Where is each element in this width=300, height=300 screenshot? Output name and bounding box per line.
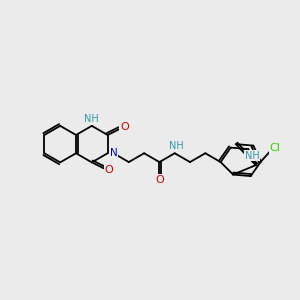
Text: NH: NH xyxy=(84,114,99,124)
Text: NH: NH xyxy=(244,151,259,160)
Text: O: O xyxy=(104,165,113,175)
Text: N: N xyxy=(110,148,117,158)
Text: O: O xyxy=(120,122,129,132)
Text: Cl: Cl xyxy=(269,143,280,153)
Text: O: O xyxy=(155,175,164,185)
Text: NH: NH xyxy=(169,142,184,152)
